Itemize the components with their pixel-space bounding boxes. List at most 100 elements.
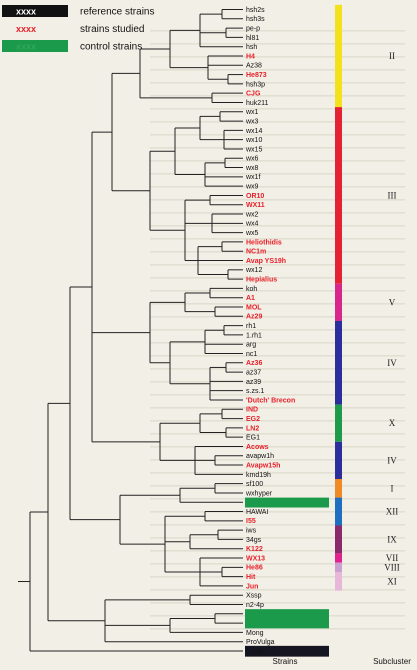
subcluster-label: III <box>388 190 397 200</box>
leaf-label: Acows <box>246 444 269 451</box>
leaf-label: avapw1h <box>246 453 274 460</box>
leaf-label: s.zs.1 <box>246 388 264 395</box>
leaf-label: Hepialius <box>246 277 277 284</box>
background-line <box>150 381 405 383</box>
background-line <box>150 121 405 123</box>
background-line <box>150 329 405 331</box>
background-line <box>150 342 405 344</box>
dendrogram-branches <box>18 9 243 652</box>
subcluster-segment <box>335 4 342 108</box>
leaf-label: wx3 <box>245 118 259 125</box>
background-line <box>150 147 405 149</box>
leaf-label: wx8 <box>245 165 259 172</box>
background-line <box>150 433 405 435</box>
leaf-label: Jun <box>246 583 258 590</box>
leaf-label: wx2 <box>245 211 259 218</box>
leaf-label: He873 <box>246 72 267 79</box>
leaf-label: NC1m <box>246 249 266 256</box>
background-line <box>150 56 405 58</box>
leaf-label: kmd19h <box>246 472 271 479</box>
control-strain-bar <box>245 618 329 629</box>
leaf-label: Avapw15h <box>246 462 280 469</box>
leaf-label: Az38 <box>246 63 262 70</box>
subcluster-label: VIII <box>384 562 400 572</box>
strains-axis-label: Strains <box>273 657 298 666</box>
leaf-label: rh1 <box>246 323 256 330</box>
leaf-label: wx1 <box>245 109 259 116</box>
leaf-label: hsh <box>246 44 257 51</box>
subcluster-label: II <box>389 51 395 61</box>
background-line <box>150 407 405 409</box>
leaf-label: Xssp <box>246 593 262 600</box>
leaf-label: H4 <box>246 53 255 60</box>
leaf-label: 34gs <box>246 537 262 544</box>
background-line <box>150 69 405 71</box>
background-line <box>150 355 405 357</box>
subcluster-axis-label: Subcluster <box>373 657 411 666</box>
subcluster-segment <box>335 107 342 284</box>
leaf-label: WX13 <box>246 555 265 562</box>
leaf-label: Hit <box>246 574 256 581</box>
background-line <box>150 43 405 45</box>
leaf-label: He86 <box>246 565 263 572</box>
leaf-label: wx14 <box>245 128 262 135</box>
leaf-label: Mong <box>246 630 264 637</box>
leaf-label: sf100 <box>246 481 263 488</box>
subcluster-segment <box>335 562 342 572</box>
subcluster-segment <box>335 553 342 563</box>
leaf-label: Az36 <box>246 360 262 367</box>
background-line <box>150 30 405 32</box>
subcluster-label: V <box>389 297 396 307</box>
subcluster-segment <box>335 525 342 554</box>
leaf-label: pe-p <box>246 25 260 32</box>
leaf-label: wx6 <box>245 156 259 163</box>
leaf-label: hl81 <box>246 35 259 42</box>
legend-label-control: control strains <box>80 42 142 53</box>
background-line <box>150 251 405 253</box>
background-line <box>150 290 405 292</box>
background-line <box>150 173 405 175</box>
subcluster-segment <box>335 497 342 526</box>
background-line <box>150 420 405 422</box>
legend-swatch-reference <box>2 5 68 17</box>
legend-label-reference: reference strains <box>80 7 154 18</box>
legend-label-studied: strains studied <box>80 24 144 35</box>
leaf-label: CJG <box>246 91 261 98</box>
background-line <box>150 550 405 552</box>
leaf-labels: hsh2s hsh3s pe-p hl81 hsh H4 Az38 He873 hsh3p CJG… <box>245 7 329 657</box>
control-strain-bar <box>245 609 329 620</box>
leaf-label: I55 <box>246 518 256 525</box>
leaf-label: 'Dutch' Brecon <box>246 397 295 404</box>
leaf-label: wx9 <box>245 184 259 191</box>
leaf-label: MOL <box>246 304 262 311</box>
legend-swatch-control-text: xxxx <box>16 42 36 52</box>
leaf-label: Az29 <box>246 314 262 321</box>
leaf-label: IND <box>246 407 258 414</box>
background-line <box>150 446 405 448</box>
background-line <box>150 459 405 461</box>
subcluster-label: I <box>391 483 394 493</box>
background-line <box>150 82 405 84</box>
legend-swatch-control <box>2 40 68 52</box>
background-line <box>150 199 405 201</box>
leaf-label: iws <box>246 528 257 535</box>
control-strain-bar <box>245 497 329 508</box>
leaf-label: hsh3p <box>246 81 265 88</box>
leaf-label: wx12 <box>245 267 262 274</box>
leaf-label: wx15 <box>245 146 262 153</box>
subcluster-label: IV <box>387 455 397 465</box>
subcluster-label: IX <box>387 534 397 544</box>
leaf-label: Avap YS19h <box>246 258 286 265</box>
leaf-label: az39 <box>246 379 261 386</box>
background-line <box>150 108 405 110</box>
leaf-label: koh <box>246 286 257 293</box>
background-text-bleed <box>150 30 405 630</box>
background-line <box>150 511 405 513</box>
subcluster-segment <box>335 320 342 405</box>
background-line <box>150 576 405 578</box>
leaf-label: n2-4p <box>246 602 264 609</box>
leaf-label: arg <box>246 342 256 349</box>
leaf-label: az37 <box>246 369 261 376</box>
